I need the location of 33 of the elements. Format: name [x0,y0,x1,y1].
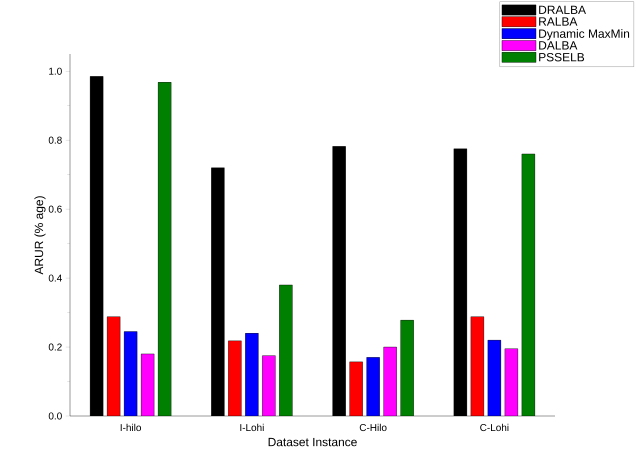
bar [141,354,154,416]
legend-label: DRALBA [539,6,586,14]
x-tick-label: I-Lohi [240,424,264,432]
bar [158,82,172,416]
y-tick-label: 0.2 [48,344,62,351]
bar [350,362,363,416]
bar [279,284,292,416]
x-axis-title: Dataset Instance [268,438,357,446]
x-tick-label: C-Hilo [360,424,387,432]
bar [245,333,258,416]
bar [522,154,536,416]
bar [384,347,397,416]
bar [107,316,120,416]
x-tick-label: I-hilo [120,424,142,432]
y-tick-label: 0.8 [48,136,62,144]
bar [124,332,138,416]
legend-label: RALBA [539,17,578,26]
y-axis-title: ARUR (% age) [34,196,46,275]
bar [400,320,414,416]
bar [504,348,518,416]
bar [366,357,380,416]
bar [262,356,276,416]
legend-label: PSSELB [539,52,584,62]
text: 0.0 [48,412,62,420]
y-tick-label: 0.6 [48,206,62,213]
bar [470,316,484,416]
y-tick-label: 0.4 [48,274,62,282]
text: 1.0 [49,68,62,75]
legend-label: Dynamic MaxMin [539,29,630,40]
x-tick-label: C-Lohi [480,424,508,432]
bar [228,340,242,416]
legend-label: DALBA [539,41,578,50]
bar [488,340,502,416]
